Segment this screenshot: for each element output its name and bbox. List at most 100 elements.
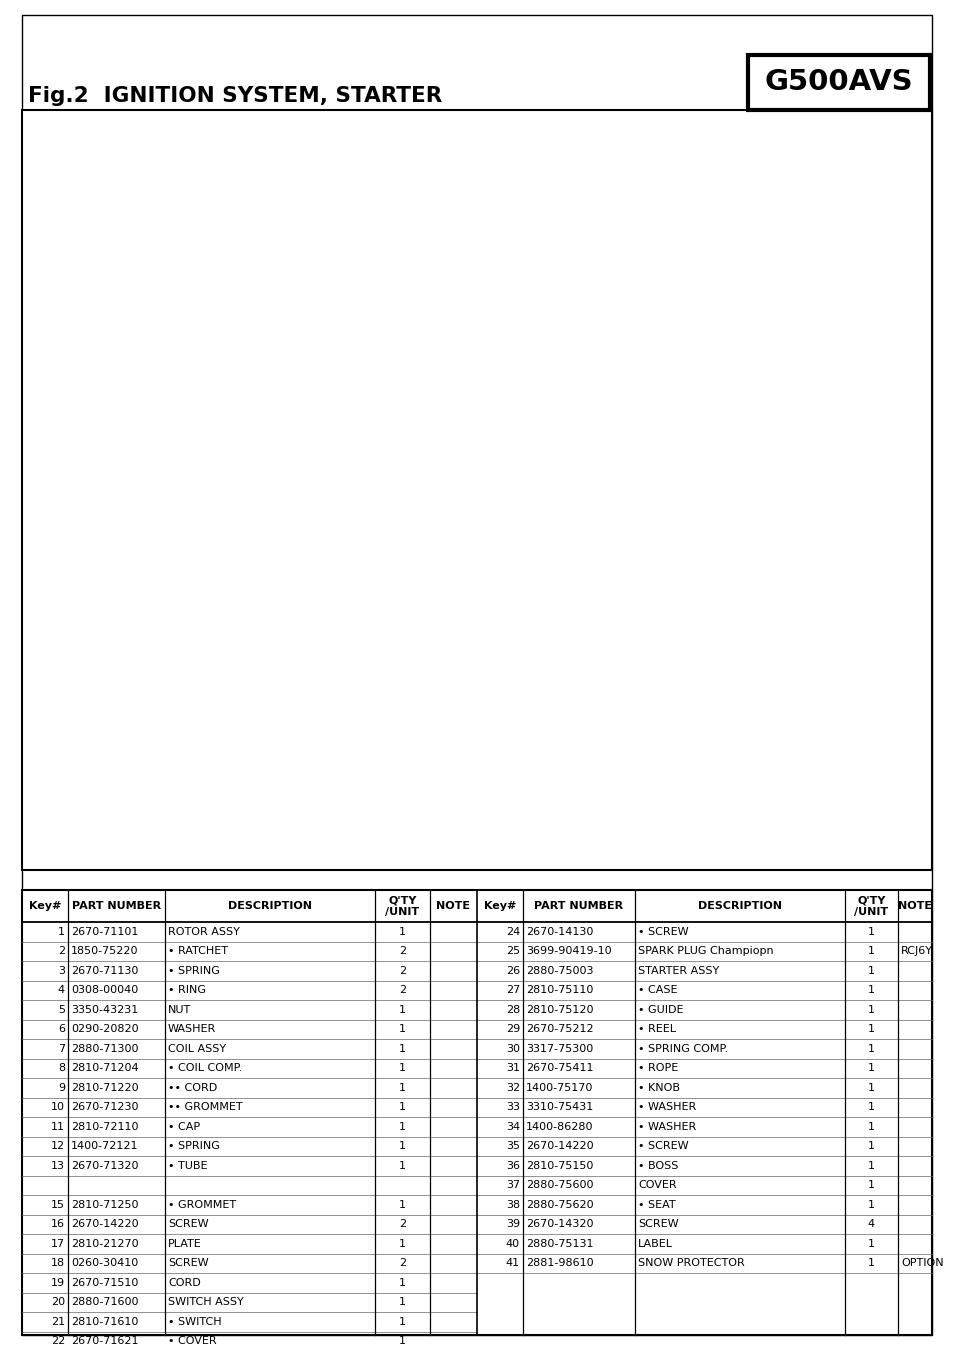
Text: • WASHER: • WASHER [638,1102,696,1112]
Text: 1: 1 [398,1297,406,1308]
Text: SCREW: SCREW [638,1219,678,1229]
Text: 2670-71101: 2670-71101 [71,927,138,936]
Text: 1: 1 [867,927,874,936]
Text: 5: 5 [58,1005,65,1015]
Text: 15: 15 [51,1200,65,1209]
Text: 8: 8 [58,1063,65,1073]
Text: 3310-75431: 3310-75431 [525,1102,593,1112]
Text: WASHER: WASHER [168,1024,216,1035]
Text: 0290-20820: 0290-20820 [71,1024,138,1035]
Text: 2880-71300: 2880-71300 [71,1044,138,1054]
Text: 1400-72121: 1400-72121 [71,1142,138,1151]
Text: 0308-00040: 0308-00040 [71,985,138,996]
Text: 1: 1 [398,1161,406,1171]
Text: 32: 32 [505,1082,519,1093]
Text: 2810-21270: 2810-21270 [71,1239,138,1248]
Bar [22,890,931,1335]
Text: 27: 27 [505,985,519,996]
Text: 1: 1 [867,1181,874,1190]
Text: 33: 33 [505,1102,519,1112]
Text: 1: 1 [398,1278,406,1288]
Text: 11: 11 [51,1121,65,1132]
Text: 2670-75212: 2670-75212 [525,1024,593,1035]
Text: 10: 10 [51,1102,65,1112]
Text: 1850-75220: 1850-75220 [71,946,138,957]
Text: 0260-30410: 0260-30410 [71,1258,138,1269]
Text: 39: 39 [505,1219,519,1229]
Text: 1: 1 [867,1005,874,1015]
Text: 1: 1 [398,1317,406,1327]
Text: 16: 16 [51,1219,65,1229]
Text: 3699-90419-10: 3699-90419-10 [525,946,611,957]
Text: 40: 40 [505,1239,519,1248]
Text: 1: 1 [398,1200,406,1209]
Text: 2880-75131: 2880-75131 [525,1239,593,1248]
Text: 1: 1 [398,1005,406,1015]
Bar [22,109,931,870]
Text: 22: 22 [51,1336,65,1346]
Text: SCREW: SCREW [168,1219,209,1229]
Text: STARTER ASSY: STARTER ASSY [638,966,719,975]
Text: • SWITCH: • SWITCH [168,1317,221,1327]
Text: 2670-71130: 2670-71130 [71,966,138,975]
Text: 1: 1 [398,1044,406,1054]
Text: 38: 38 [505,1200,519,1209]
Text: NOTE: NOTE [897,901,931,911]
Text: 19: 19 [51,1278,65,1288]
Text: • CAP: • CAP [168,1121,200,1132]
Text: Q'TY
/UNIT: Q'TY /UNIT [854,896,887,917]
Text: 1: 1 [398,1082,406,1093]
Text: 2880-75600: 2880-75600 [525,1181,593,1190]
Text: 2: 2 [398,966,406,975]
Text: 2670-75411: 2670-75411 [525,1063,593,1073]
Text: 2670-71320: 2670-71320 [71,1161,138,1171]
Text: PLATE: PLATE [168,1239,201,1248]
Bar [747,55,929,109]
Text: 2: 2 [58,946,65,957]
Text: 2: 2 [398,946,406,957]
Text: SNOW PROTECTOR: SNOW PROTECTOR [638,1258,744,1269]
Text: • CASE: • CASE [638,985,677,996]
Text: 9: 9 [58,1082,65,1093]
Text: • BOSS: • BOSS [638,1161,678,1171]
Text: 1: 1 [867,1044,874,1054]
Text: NOTE: NOTE [436,901,470,911]
Text: G500AVS: G500AVS [764,69,912,96]
Text: 3350-43231: 3350-43231 [71,1005,138,1015]
Text: SPARK PLUG Champiopn: SPARK PLUG Champiopn [638,946,773,957]
Text: SWITCH ASSY: SWITCH ASSY [168,1297,244,1308]
Text: NUT: NUT [168,1005,191,1015]
Text: • GROMMET: • GROMMET [168,1200,236,1209]
Text: 37: 37 [505,1181,519,1190]
Text: • KNOB: • KNOB [638,1082,679,1093]
Text: 2810-71610: 2810-71610 [71,1317,138,1327]
Text: CORD: CORD [168,1278,200,1288]
Text: •• GROMMET: •• GROMMET [168,1102,242,1112]
Text: 1: 1 [398,1121,406,1132]
Text: PART NUMBER: PART NUMBER [534,901,623,911]
Text: 2810-71250: 2810-71250 [71,1200,138,1209]
Text: 30: 30 [505,1044,519,1054]
Text: DESCRIPTION: DESCRIPTION [228,901,312,911]
Text: 1: 1 [398,1142,406,1151]
Text: • GUIDE: • GUIDE [638,1005,682,1015]
Text: 1: 1 [58,927,65,936]
Text: 1: 1 [867,1142,874,1151]
Text: • SPRING: • SPRING [168,966,219,975]
Text: • COVER: • COVER [168,1336,216,1346]
Text: 1: 1 [867,1239,874,1248]
Text: 1400-75170: 1400-75170 [525,1082,593,1093]
Text: 1400-86280: 1400-86280 [525,1121,593,1132]
Text: 1: 1 [867,1121,874,1132]
Text: 4: 4 [58,985,65,996]
Text: 2810-75120: 2810-75120 [525,1005,593,1015]
Text: 1: 1 [867,1063,874,1073]
Text: RCJ6Y: RCJ6Y [900,946,932,957]
Text: 2670-14320: 2670-14320 [525,1219,593,1229]
Text: 1: 1 [867,1161,874,1171]
Text: 1: 1 [867,966,874,975]
Text: • SPRING: • SPRING [168,1142,219,1151]
Text: 1: 1 [867,985,874,996]
Text: 2: 2 [398,1219,406,1229]
Text: 28: 28 [505,1005,519,1015]
